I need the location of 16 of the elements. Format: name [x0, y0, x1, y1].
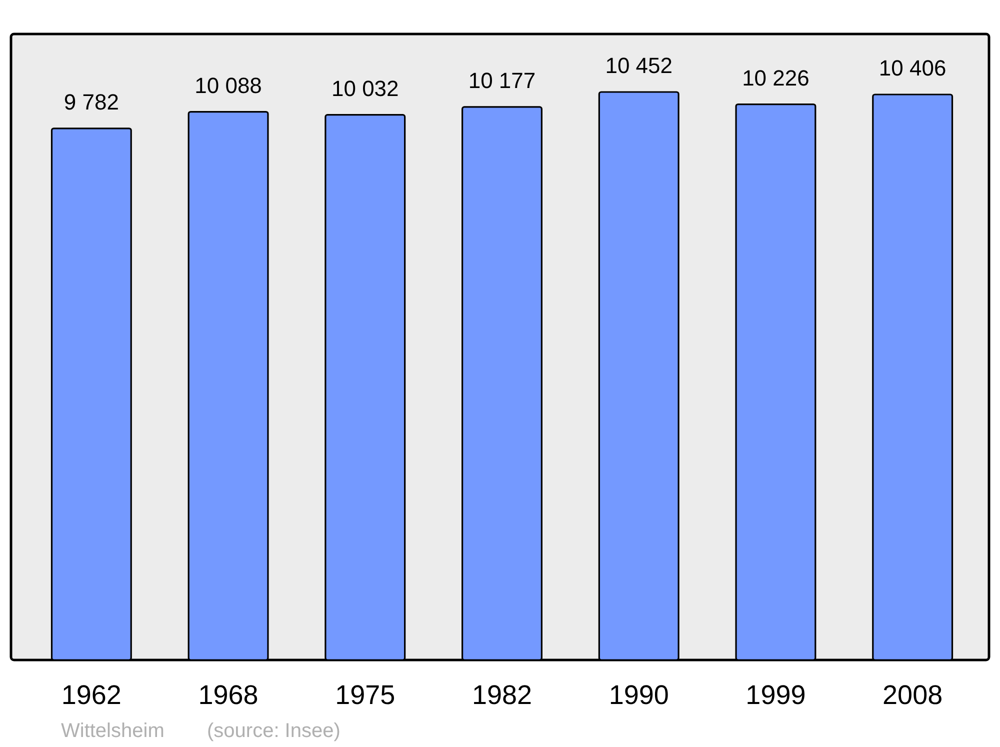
text: (source: Insee): [207, 720, 340, 742]
data-label: 10 032: [331, 76, 399, 101]
data-label: 10 452: [605, 53, 673, 78]
x-tick-label: 1999: [746, 680, 806, 710]
x-tick-label: 1990: [608, 680, 669, 710]
x-tick-label: 1982: [472, 680, 532, 710]
data-label: 10 406: [878, 56, 946, 80]
data-label: 10 226: [742, 65, 810, 90]
x-tick-label: 1962: [61, 680, 122, 710]
data-label: 9 782: [64, 89, 119, 114]
data-label: 10 177: [468, 68, 536, 93]
data-label: 10 088: [194, 72, 262, 98]
x-tick-label: 1975: [335, 680, 396, 710]
x-tick-label: 1968: [198, 680, 258, 710]
x-tick-label: 2008: [882, 680, 943, 710]
text: Wittelsheim: [61, 720, 164, 742]
